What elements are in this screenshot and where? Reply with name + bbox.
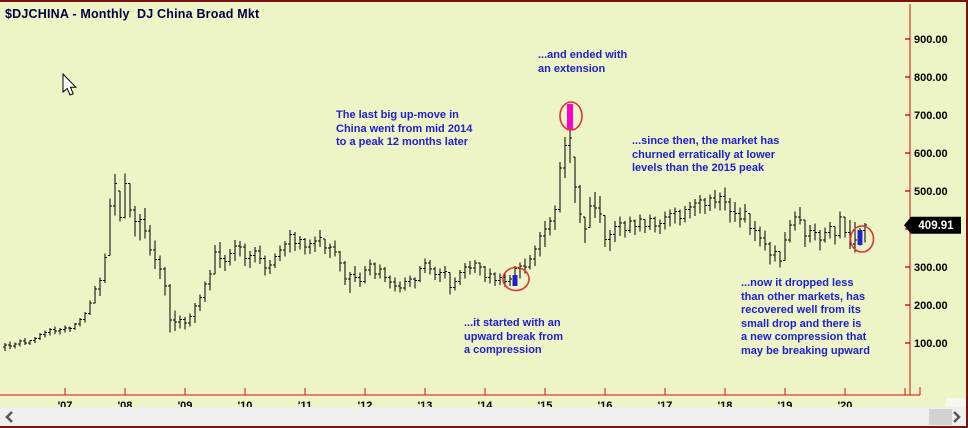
y-axis-label: 600.00 bbox=[914, 148, 948, 160]
y-axis-label: 300.00 bbox=[914, 262, 948, 274]
y-axis-label: 900.00 bbox=[914, 34, 948, 46]
corner-patch bbox=[946, 398, 966, 409]
y-axis-label: 200.00 bbox=[914, 300, 948, 312]
magenta-extension-bar bbox=[567, 103, 573, 131]
chevron-left-icon[interactable] bbox=[2, 409, 18, 425]
annotation-compression-2014: ...it started with an upward break from … bbox=[464, 317, 564, 356]
last-price-tag: 409.91 bbox=[904, 216, 961, 234]
chevron-right-icon[interactable] bbox=[948, 409, 964, 425]
annotation-up-move: The last big up-move in China went from … bbox=[336, 109, 473, 148]
y-axis-label: 700.00 bbox=[914, 110, 948, 122]
page-title: $DJCHINA - Monthly DJ China Broad Mkt bbox=[5, 7, 260, 21]
arrow-pointer-icon bbox=[62, 72, 77, 96]
annotation-compression-2020: ...now it dropped less than other market… bbox=[741, 277, 870, 357]
red-circle-annotation bbox=[559, 101, 583, 131]
scrollbar-thumb[interactable] bbox=[929, 409, 952, 425]
annotation-extension: ...and ended with an extension bbox=[538, 49, 628, 75]
red-circle-annotation bbox=[502, 266, 530, 292]
y-axis-label: 100.00 bbox=[914, 338, 948, 350]
y-axis-label: 500.00 bbox=[914, 186, 948, 198]
ohlc-bars bbox=[3, 103, 867, 351]
y-axis-label: 800.00 bbox=[914, 72, 948, 84]
price-tag-shape bbox=[904, 216, 961, 234]
price-tag-value: 409.91 bbox=[918, 220, 954, 232]
blue-compression-bar bbox=[857, 230, 863, 245]
horizontal-scrollbar[interactable] bbox=[0, 407, 966, 428]
annotation-churned: ...since then, the market has churned er… bbox=[632, 135, 780, 174]
red-circle-annotation bbox=[849, 225, 875, 253]
y-axis-labels: 900.00800.00700.00600.00500.00400.00300.… bbox=[905, 34, 948, 350]
blue-compression-bar bbox=[512, 274, 518, 286]
